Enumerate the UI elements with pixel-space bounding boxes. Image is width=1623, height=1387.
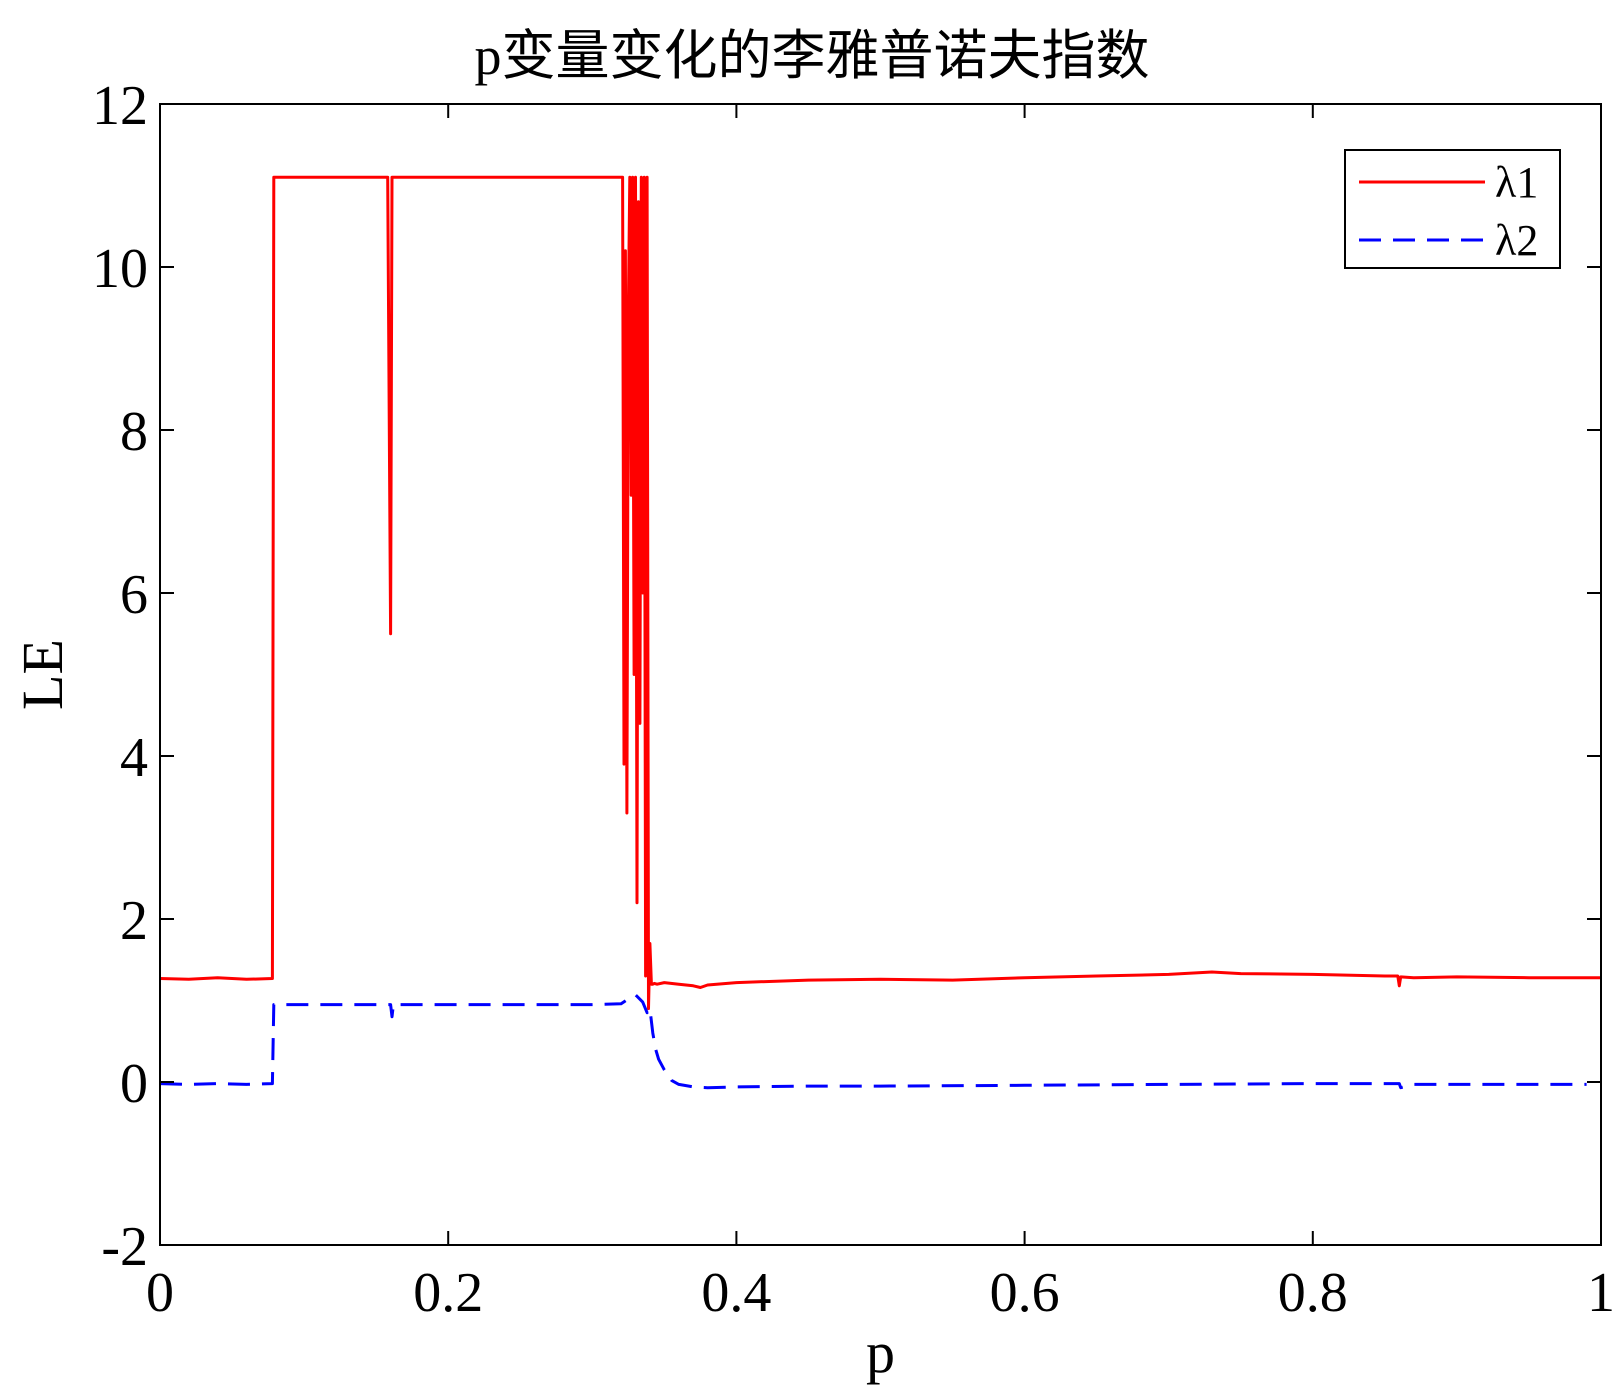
chart-title: p变量变化的李雅普诺夫指数 [475,26,1150,86]
y-tick-label: 8 [120,401,148,463]
y-tick-label: 2 [120,890,148,952]
x-tick-label: 1 [1587,1262,1615,1324]
y-tick-label: 10 [92,238,148,300]
x-tick-label: 0.2 [413,1262,483,1324]
y-axis-label: LE [10,639,75,710]
legend-label-lambda1: λ1 [1495,158,1538,207]
y-tick-label: 4 [120,727,148,789]
x-axis-label: p [866,1320,895,1385]
series-layer [159,175,1601,1090]
x-tick-label: 0.8 [1278,1262,1348,1324]
series-line-lambda2 [159,993,1587,1090]
legend-label-lambda2: λ2 [1495,216,1538,265]
plot-area [159,103,1602,1246]
x-tick-label: 0 [146,1262,174,1324]
series-line-lambda1 [159,175,1601,1011]
y-tick-label: -2 [101,1216,148,1278]
y-tick-label: 6 [120,564,148,626]
y-tick-label: 0 [120,1053,148,1115]
x-tick-label: 0.6 [990,1262,1060,1324]
x-tick-label: 0.4 [701,1262,771,1324]
legend-box [1344,149,1561,269]
y-tick-label: 12 [92,75,148,137]
